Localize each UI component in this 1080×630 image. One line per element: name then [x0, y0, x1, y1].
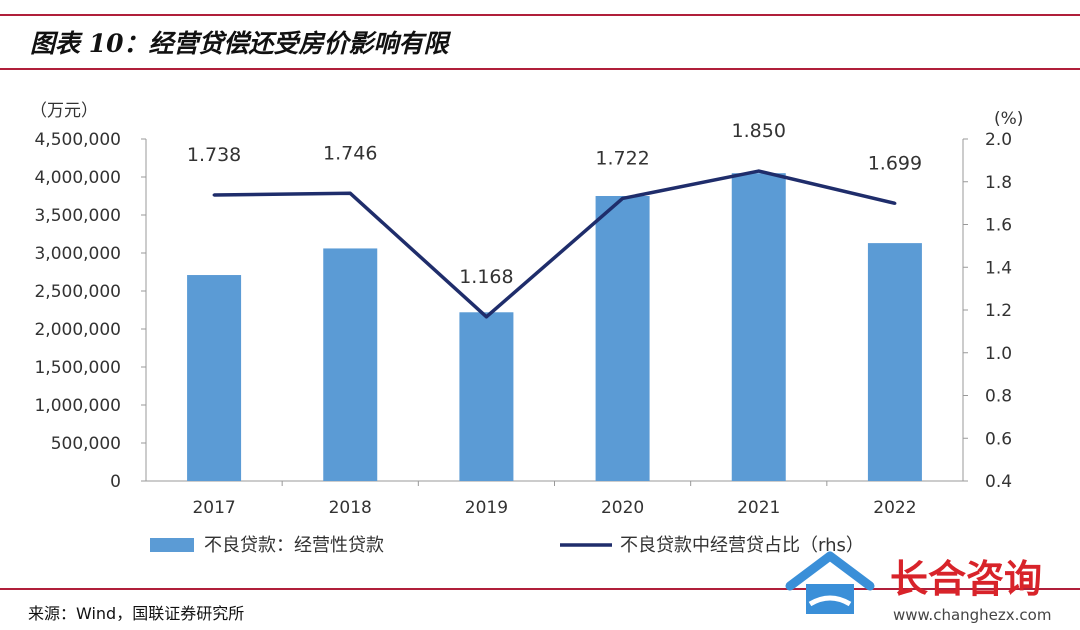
y-right-tick-label: 1.2	[985, 301, 1012, 321]
line-point	[484, 315, 488, 319]
line-data-label: 1.738	[187, 144, 241, 166]
bar	[731, 173, 786, 481]
y-right-tick-label: 0.8	[985, 387, 1012, 407]
y-right-tick-label: 1.8	[985, 173, 1012, 193]
x-tick-label: 2020	[601, 498, 644, 518]
y-right-tick-label: 1.0	[985, 344, 1012, 364]
bar	[595, 196, 650, 481]
x-tick-label: 2018	[329, 498, 372, 518]
watermark-brand: 长合咨询	[890, 557, 1042, 601]
y-left-tick-label: 1,000,000	[34, 396, 121, 416]
bar	[867, 243, 922, 481]
line-point	[212, 193, 216, 197]
line-point	[757, 169, 761, 173]
legend-bar-label: 不良贷款：经营性贷款	[204, 535, 384, 556]
y-left-tick-label: 2,000,000	[34, 320, 121, 340]
x-tick-label: 2022	[873, 498, 916, 518]
watermark-url: www.changhezx.com	[893, 606, 1051, 624]
line-data-label: 1.722	[595, 147, 649, 169]
y-left-tick-label: 4,500,000	[34, 130, 121, 150]
chart-title: 图表 10：经营贷偿还受房价影响有限	[30, 29, 449, 58]
y-right-tick-label: 0.4	[985, 472, 1012, 492]
y-left-tick-label: 2,500,000	[34, 282, 121, 302]
bar	[187, 275, 242, 481]
series-line	[214, 169, 896, 319]
y-right-tick-label: 1.4	[985, 258, 1012, 278]
y-left-unit: （万元）	[30, 101, 98, 121]
y-left-tick-label: 3,500,000	[34, 206, 121, 226]
chart: 0 500,000 1,000,000 1,500,000 2,000,000 2,500…	[30, 101, 1023, 556]
line-data-label: 1.699	[868, 152, 922, 174]
y-right-tick-label: 2.0	[985, 130, 1012, 150]
line-point	[348, 191, 352, 195]
y-left-tick-label: 1,500,000	[34, 358, 121, 378]
watermark-logo: 长合咨询 www.changhezx.com	[785, 551, 1051, 624]
bar	[459, 312, 514, 481]
y-left-tick-label: 4,000,000	[34, 168, 121, 188]
line-data-label: 1.746	[323, 142, 377, 164]
legend-line-label: 不良贷款中经营贷占比（rhs）	[620, 535, 864, 556]
y-right-tick-label: 1.6	[985, 216, 1012, 236]
line-point	[621, 196, 625, 200]
x-tick-label: 2019	[465, 498, 508, 518]
y-left-tick-label: 0	[110, 472, 121, 492]
x-tick-label: 2021	[737, 498, 780, 518]
y-right-tick-label: 0.6	[985, 429, 1012, 449]
source-note: 来源：Wind，国联证券研究所	[28, 604, 245, 623]
y-right-unit: (%)	[994, 109, 1023, 129]
y-left-tick-label: 500,000	[51, 434, 121, 454]
line-data-label: 1.168	[459, 266, 513, 288]
y-left-tick-label: 3,000,000	[34, 244, 121, 264]
x-tick-label: 2017	[192, 498, 235, 518]
line-data-label: 1.850	[732, 120, 786, 142]
bar	[323, 248, 378, 481]
top-rule	[0, 14, 1080, 16]
title-rule	[0, 68, 1080, 70]
house-handshake-icon	[785, 551, 875, 614]
line-point	[893, 201, 897, 205]
legend-bar-swatch	[150, 538, 194, 552]
bottom-rule	[0, 588, 1080, 590]
